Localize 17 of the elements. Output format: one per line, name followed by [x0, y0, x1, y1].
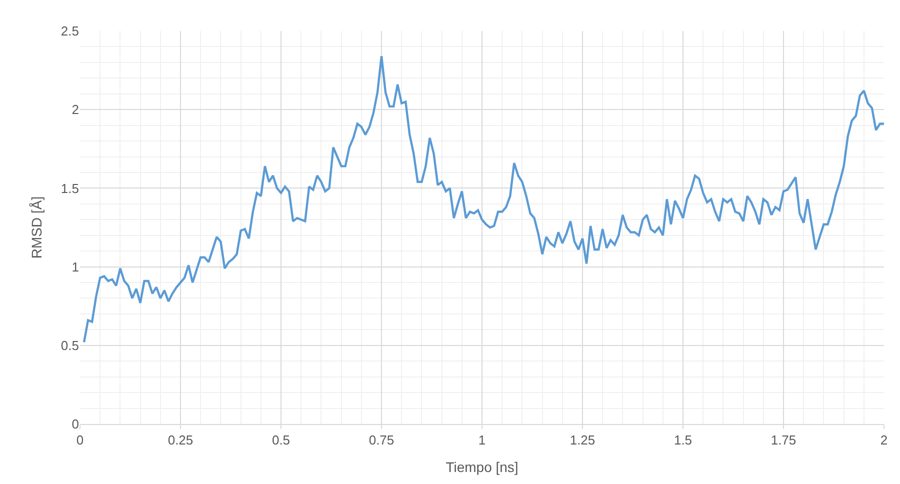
y-tick-label: 0 [72, 416, 79, 432]
y-tick-label: 1 [72, 259, 79, 274]
x-tick-label: 0.5 [272, 432, 290, 448]
x-tick-label: 1.5 [674, 432, 692, 448]
x-axis-title: Tiempo [ns] [446, 458, 518, 475]
x-tick-label: 1.75 [770, 432, 796, 448]
y-tick-label: 2.5 [60, 24, 79, 39]
x-tick-label: 1.25 [570, 432, 596, 448]
x-tick-label: 0.25 [168, 432, 194, 448]
line-series [82, 55, 884, 344]
x-tick-label: 1 [478, 432, 486, 448]
y-tick-label: 2 [72, 102, 79, 118]
x-tick-label: 0.75 [368, 432, 394, 448]
y-tick-label: 1.5 [60, 180, 79, 196]
y-axis-title: RMSD [Å] [28, 196, 45, 259]
y-tick-label: 0.5 [60, 338, 79, 353]
x-tick-label: 2 [880, 432, 888, 448]
